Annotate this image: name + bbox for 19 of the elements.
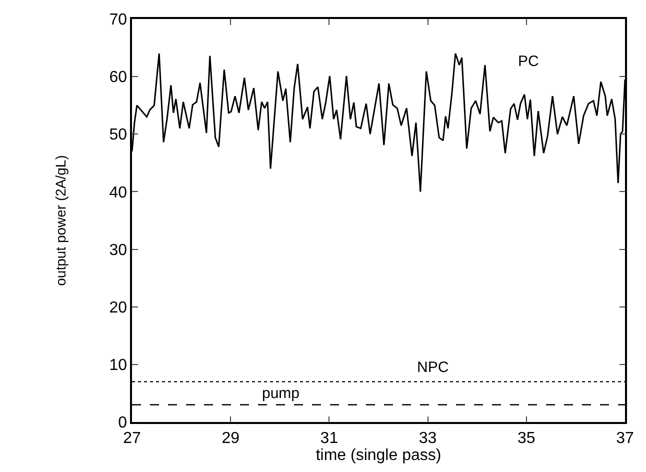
series-label: NPC [417,359,449,376]
y-axis-title: output power (2A/gL) [52,155,68,286]
y-tick-label: 30 [109,242,128,259]
y-tick-label: 0 [118,414,128,432]
x-tick-label: 33 [418,430,437,447]
series-label: PC [518,53,540,70]
y-tick-label: 10 [109,357,128,374]
x-tick-label: 29 [222,430,240,447]
x-tick-label: 35 [518,430,536,447]
x-axis-title: time (single pass) [316,446,442,464]
x-tick-label: 37 [616,430,634,447]
y-tick-label: 60 [109,69,128,86]
series-label: pump [262,385,300,402]
x-tick-label: 31 [320,430,338,447]
y-tick-label: 20 [109,299,128,316]
y-tick-label: 70 [109,12,128,29]
y-tick-label: 50 [109,126,128,144]
x-tick-label: 27 [123,430,141,447]
y-tick-label: 40 [109,184,128,202]
